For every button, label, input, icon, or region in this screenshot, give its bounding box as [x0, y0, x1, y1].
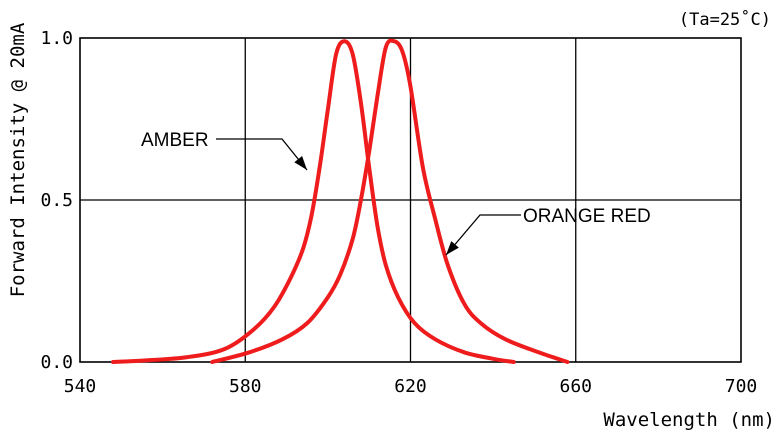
condition-note: (Ta=25˚C)	[679, 9, 771, 30]
x-axis-label: Wavelength (nm)	[603, 409, 775, 431]
orange-red-annotation-label: ORANGE RED	[523, 206, 651, 227]
amber-annotation-label: AMBER	[141, 130, 209, 151]
x-tick-label: 540	[64, 376, 97, 397]
x-tick-label: 620	[394, 376, 427, 397]
orange-red-leader-arrow	[445, 214, 521, 256]
label-layer: (Ta=25˚C) Wavelength (nm) Forward Intens…	[7, 9, 775, 431]
amber-curve	[111, 39, 516, 364]
orange-red-curve	[210, 38, 570, 364]
y-axis-label: Forward Intensity @ 20mA	[7, 22, 29, 297]
y-tick-label: 1.0	[40, 28, 73, 49]
y-tick-label: 0.0	[40, 352, 73, 373]
y-tick-label: 0.5	[40, 190, 73, 211]
grid-layer	[79, 37, 742, 363]
x-tick-label: 660	[559, 376, 592, 397]
x-tick-label: 700	[725, 376, 758, 397]
x-tick-label: 580	[229, 376, 262, 397]
curve-layer	[111, 38, 570, 364]
amber-leader-arrow	[216, 138, 308, 171]
